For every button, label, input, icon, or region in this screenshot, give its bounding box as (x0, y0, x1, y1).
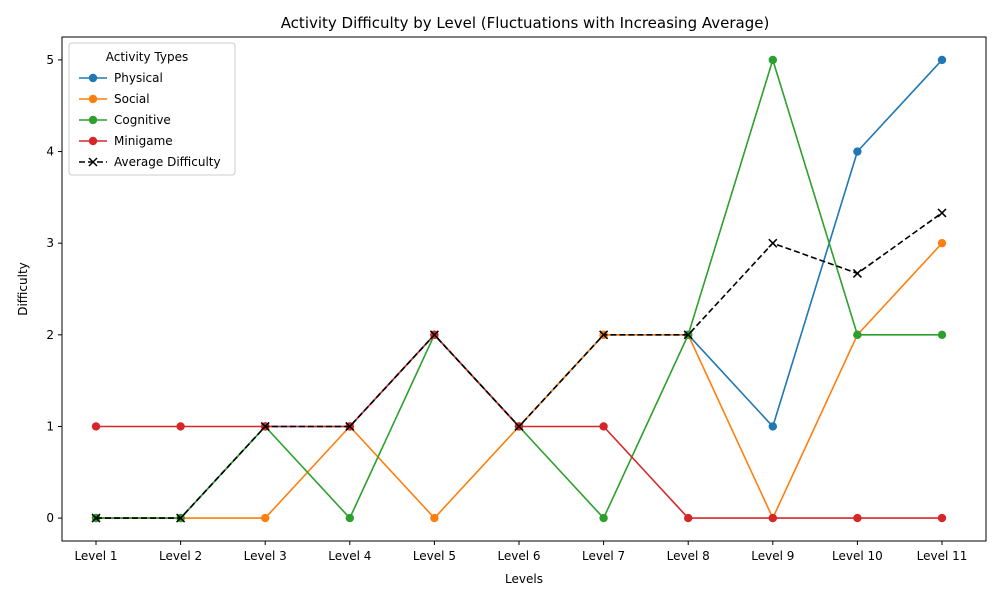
legend-swatch-marker (88, 94, 98, 104)
legend-items: Physical Social Cognitive Minigame Average D… (79, 71, 221, 169)
x-tick-label: Level 1 (74, 549, 117, 563)
data-point-average-difficulty-11 (937, 208, 947, 218)
y-tick-label: 5 (46, 53, 54, 67)
data-point-cognitive-4 (345, 513, 354, 523)
x-tick-label: Level 11 (917, 549, 968, 563)
y-tick-label: 0 (46, 511, 54, 525)
x-tick-label: Level 2 (159, 549, 202, 563)
legend-title: Activity Types (106, 50, 189, 64)
data-point-cognitive-10 (853, 330, 862, 340)
legend: Activity Types Physical Social Cognitive Mi… (68, 42, 236, 176)
y-tick-label: 3 (46, 236, 54, 250)
data-point-social-5 (430, 513, 439, 523)
data-point-average-difficulty-3 (260, 421, 270, 431)
data-point-average-difficulty-8 (683, 330, 693, 340)
x-tick-label: Level 4 (328, 549, 371, 563)
data-point-average-difficulty-3-stroke-b (260, 421, 270, 431)
y-axis-label: Difficulty (16, 262, 30, 316)
axes-layer: Level 1 Level 2 Level 3 Level 4 Level 5 Level… (46, 36, 987, 563)
data-point-minigame-2 (176, 422, 185, 431)
x-tick-label: Level 3 (244, 549, 287, 563)
legend-swatch-marker (88, 136, 98, 146)
data-point-physical-10 (853, 147, 862, 156)
x-tick-label: Level 8 (667, 549, 710, 563)
legend-item-social: Social (79, 92, 150, 106)
x-tick-label: Level 7 (582, 549, 625, 563)
plot-frame (61, 36, 987, 542)
legend-item-average-difficulty: Average Difficulty (79, 155, 221, 169)
data-point-minigame-9 (768, 513, 777, 523)
legend-swatch-marker (88, 73, 98, 83)
data-point-minigame-1 (91, 422, 101, 431)
data-point-average-difficulty-4-stroke-b (345, 421, 355, 431)
legend-label: Minigame (114, 134, 173, 148)
legend-label: Social (114, 92, 150, 106)
data-point-average-difficulty-9 (768, 238, 778, 248)
series-layer (91, 55, 947, 523)
data-point-average-difficulty-2-stroke-b (176, 513, 186, 523)
legend-item-physical: Physical (79, 71, 163, 85)
chart-title: Activity Difficulty by Level (Fluctuatio… (281, 14, 770, 32)
data-point-average-difficulty-1-stroke-b (91, 513, 101, 523)
data-point-social-3 (261, 513, 270, 523)
data-point-average-difficulty-4 (345, 421, 355, 431)
data-point-cognitive-7 (599, 513, 608, 523)
data-point-minigame-7 (599, 422, 608, 431)
legend-swatch-marker-stroke-b (88, 157, 98, 167)
x-tick-label: Level 6 (497, 549, 540, 563)
data-point-average-difficulty-8-stroke-b (683, 330, 693, 340)
data-point-cognitive-11 (937, 330, 947, 340)
x-axis-label: Levels (505, 572, 543, 586)
data-point-average-difficulty-9-stroke-b (768, 238, 778, 248)
legend-swatch-marker (88, 157, 98, 167)
legend-swatch-marker (88, 115, 98, 125)
data-point-average-difficulty-5 (429, 330, 439, 340)
data-point-social-11 (937, 238, 947, 248)
data-point-cognitive-9 (768, 55, 777, 65)
legend-box (68, 42, 236, 176)
data-point-minigame-11 (937, 513, 947, 523)
legend-label: Average Difficulty (114, 155, 221, 169)
data-point-minigame-10 (853, 513, 862, 523)
data-point-minigame-8 (684, 513, 693, 523)
y-tick-label: 4 (46, 145, 54, 159)
x-tick-label: Level 9 (751, 549, 794, 563)
data-point-physical-9 (768, 422, 777, 431)
data-point-average-difficulty-6 (514, 421, 524, 431)
data-point-average-difficulty-6-stroke-b (514, 421, 524, 431)
data-point-average-difficulty-11-stroke-b (937, 208, 947, 218)
x-tick-label: Level 5 (413, 549, 456, 563)
data-point-average-difficulty-2 (176, 513, 186, 523)
data-point-average-difficulty-5-stroke-b (429, 330, 439, 340)
series-average-difficulty (91, 208, 947, 523)
y-tick-label: 1 (46, 419, 54, 433)
x-tick-label: Level 10 (832, 549, 883, 563)
data-point-average-difficulty-7-stroke-b (599, 330, 609, 340)
data-point-average-difficulty-7 (599, 330, 609, 340)
data-point-physical-11 (937, 55, 947, 65)
data-point-average-difficulty-10 (852, 268, 862, 278)
legend-item-minigame: Minigame (79, 134, 173, 148)
data-point-average-difficulty-10-stroke-b (852, 268, 862, 278)
legend-item-cognitive: Cognitive (79, 113, 171, 127)
data-point-average-difficulty-1 (91, 513, 101, 523)
y-tick-label: 2 (46, 328, 54, 342)
legend-label: Cognitive (114, 113, 171, 127)
legend-label: Physical (114, 71, 163, 85)
